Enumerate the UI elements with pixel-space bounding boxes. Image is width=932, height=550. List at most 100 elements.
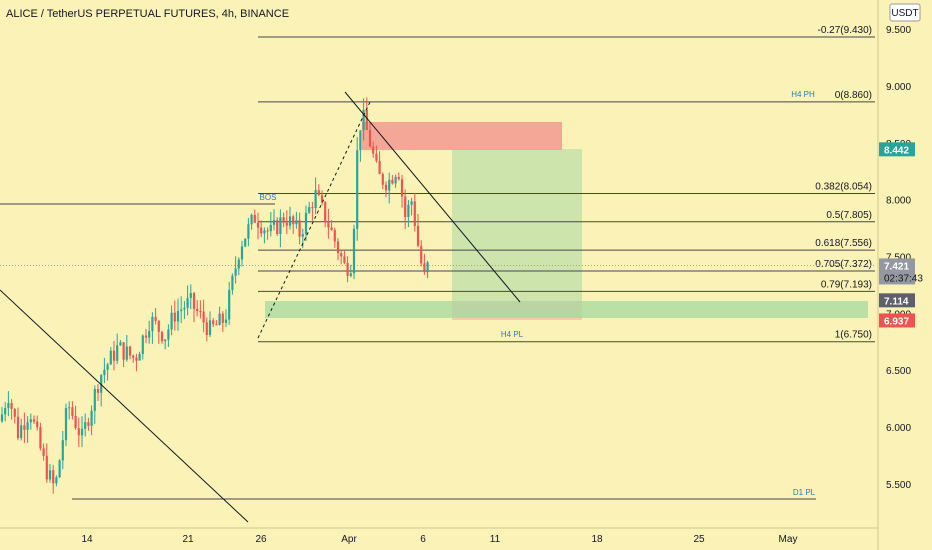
candle-body — [336, 241, 340, 254]
candle-body — [378, 160, 381, 175]
fib-level-label: 0(8.860) — [835, 90, 872, 101]
price-axis[interactable]: USDT9.5009.0008.5008.0007.5007.0006.5006… — [877, 0, 932, 550]
candle-body — [122, 342, 125, 360]
candle-body — [356, 150, 359, 229]
candle-body — [87, 422, 90, 426]
trendlines — [0, 91, 521, 523]
candle-body — [10, 403, 13, 410]
level-label: BOS — [260, 193, 277, 202]
candle-body — [90, 410, 93, 426]
candle-body — [352, 228, 356, 274]
candle-body — [202, 311, 205, 323]
price-tag-countdown: 02:37:43 — [884, 273, 923, 284]
candle-body — [116, 345, 119, 361]
candle-body — [263, 230, 266, 234]
candle-body — [244, 238, 247, 247]
candle-body — [144, 335, 148, 338]
candle-body — [109, 350, 112, 365]
price-tick-label: 5.500 — [886, 480, 911, 491]
price-tick-label: 7.500 — [886, 252, 911, 263]
candle-body — [237, 259, 240, 269]
candle-body — [148, 331, 151, 338]
price-tag-label: 8.442 — [884, 145, 909, 156]
candle-body — [208, 320, 212, 335]
candle-body — [279, 217, 282, 234]
candle-body — [397, 176, 400, 180]
candle-body — [160, 331, 164, 342]
time-tick-label: 26 — [255, 534, 267, 545]
fib-level-label: 0.79(7.193) — [821, 279, 872, 290]
candle-body — [180, 309, 183, 312]
candle-body — [106, 364, 109, 370]
candle-body — [240, 246, 244, 260]
candle-body — [4, 408, 7, 415]
candle-body — [58, 460, 61, 478]
candle-body — [384, 184, 388, 191]
time-tick-label: May — [779, 534, 798, 545]
candle-body — [176, 311, 180, 322]
price-tick-label: 8.000 — [886, 196, 911, 207]
chart-title: ALICE / TetherUS PERPETUAL FUTURES, 4h, … — [6, 8, 290, 20]
candle-body — [224, 319, 228, 323]
time-tick-label: 21 — [182, 534, 194, 545]
candle-body — [234, 268, 237, 276]
candle-body — [410, 201, 413, 205]
candle-body — [228, 289, 231, 320]
candle-body — [340, 253, 343, 257]
candle-body — [253, 214, 256, 223]
zones — [265, 122, 868, 320]
candle-body — [400, 179, 404, 197]
level-label: H4 PL — [501, 330, 524, 339]
candle-body — [343, 256, 346, 263]
price-tag-label: 7.114 — [884, 296, 909, 307]
price-tag — [879, 142, 915, 157]
candle-body — [199, 311, 202, 313]
price-tag-label: 6.937 — [884, 316, 909, 327]
candle-body — [77, 428, 80, 436]
trendline-down — [0, 289, 249, 523]
candle-body — [93, 389, 96, 411]
candle-body — [426, 262, 429, 273]
candles — [0, 97, 429, 494]
candle-body — [285, 222, 288, 226]
candle-body — [215, 324, 218, 326]
candle-body — [317, 190, 320, 196]
fib-level-label: 0.705(7.372) — [815, 259, 872, 270]
candle-body — [304, 212, 308, 234]
candle-body — [292, 216, 295, 225]
level-label: H4 PH — [791, 90, 815, 99]
candle-body — [247, 224, 250, 239]
candle-body — [125, 346, 128, 360]
price-tick-label: 9.500 — [886, 25, 911, 36]
candle-body — [141, 335, 144, 355]
price-tick-label: 6.500 — [886, 366, 911, 377]
candle-body — [154, 316, 157, 321]
currency-label: USDT — [891, 8, 918, 19]
candle-body — [20, 425, 23, 439]
candle-body — [288, 216, 292, 226]
candle-body — [132, 355, 135, 358]
candle-body — [404, 196, 407, 217]
candle-body — [368, 129, 372, 147]
candle-body — [32, 419, 36, 422]
demand-zone — [265, 301, 868, 318]
candle-body — [416, 225, 420, 246]
candle-body — [119, 342, 122, 346]
candle-body — [61, 440, 64, 461]
candle-body — [55, 477, 58, 484]
level-label: D1 PL — [793, 488, 816, 497]
candle-body — [170, 312, 173, 330]
candle-body — [74, 415, 77, 429]
profit-zone — [452, 149, 582, 301]
candle-body — [173, 312, 176, 322]
candle-body — [48, 470, 52, 480]
trendline-dashed — [257, 101, 371, 339]
candle-body — [16, 416, 20, 439]
candle-body — [423, 263, 426, 273]
candle-body — [42, 448, 45, 456]
candle-body — [272, 220, 276, 225]
candle-body — [381, 174, 384, 185]
time-axis[interactable]: 14 21 26 Apr 6 11 18 25 May — [0, 527, 878, 545]
candle-body — [311, 207, 314, 209]
